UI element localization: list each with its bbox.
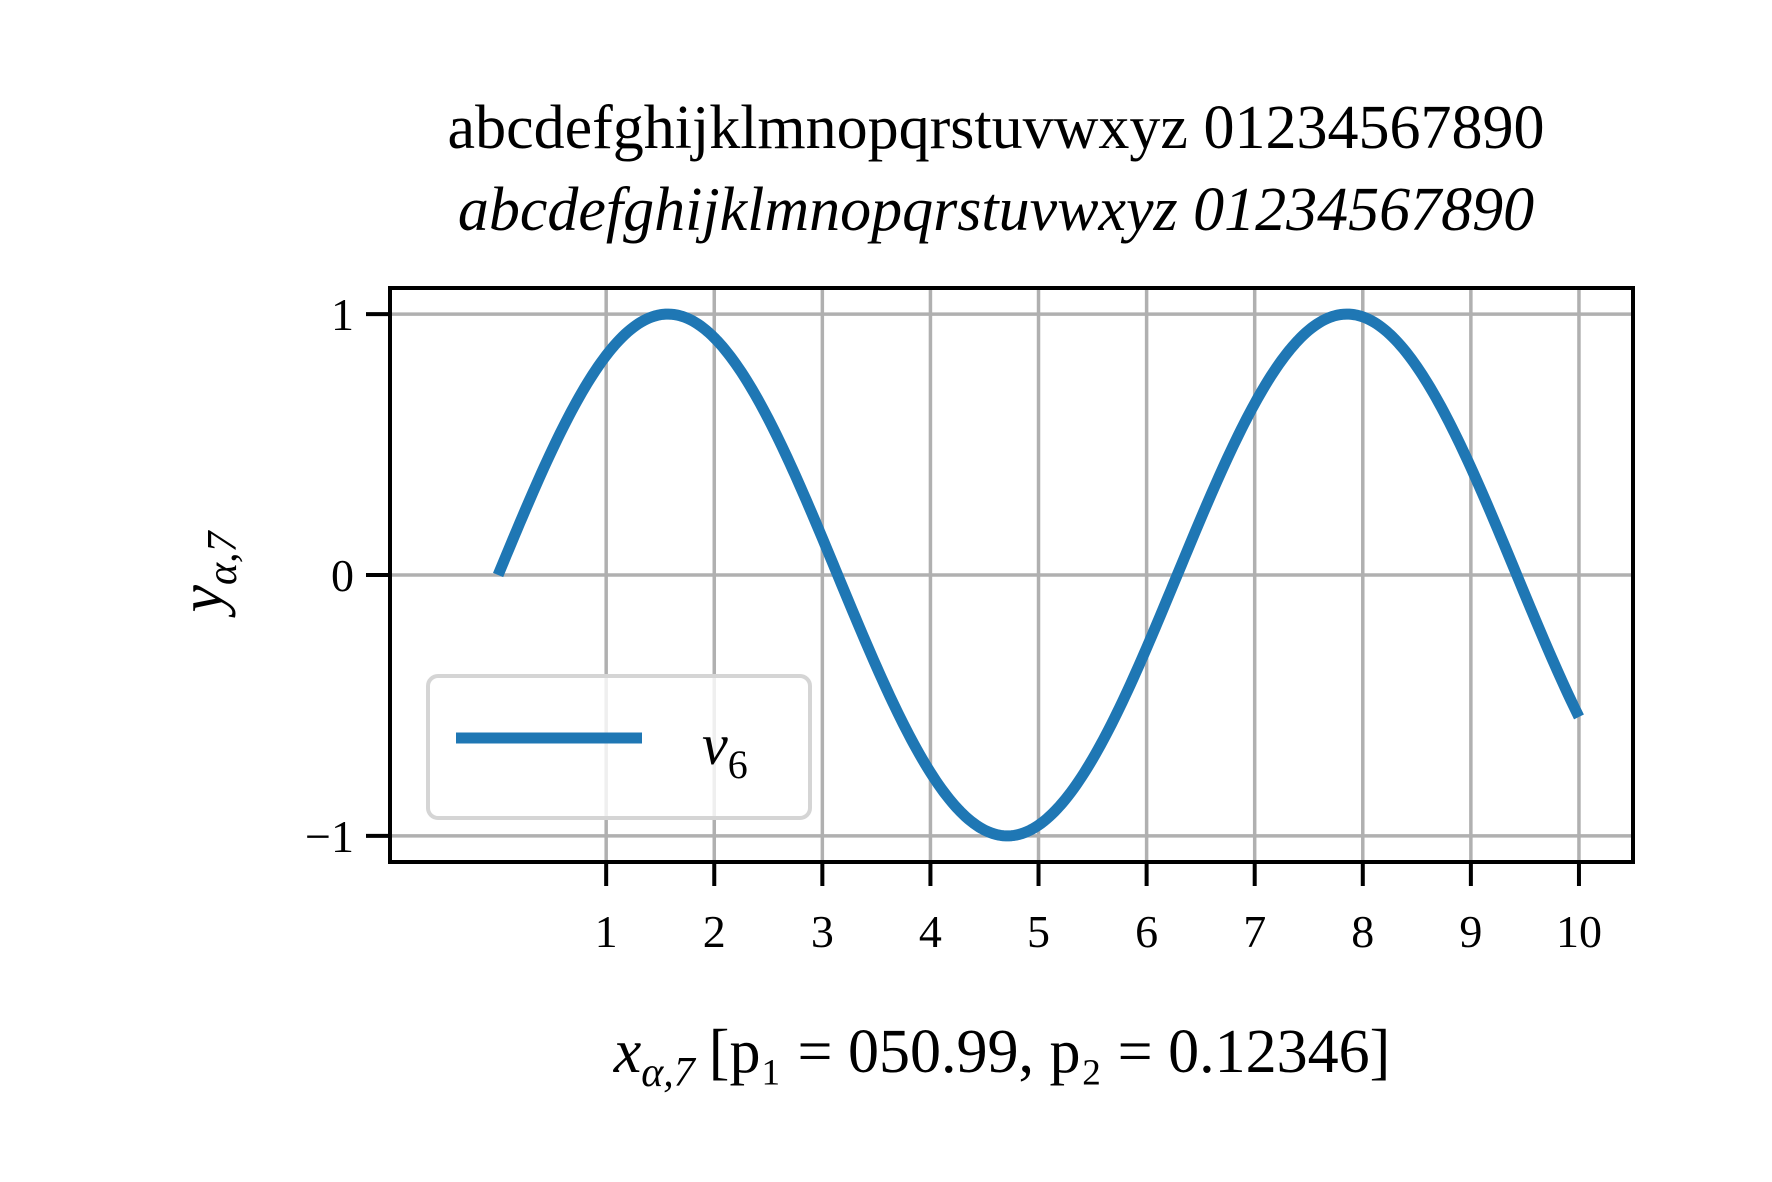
- x-axis-label: xα,7 [p₁ = 050.99, p₂ = 0.12346]: [613, 1018, 1391, 1096]
- series-layer: [493, 308, 1584, 842]
- y-tick-label-1: 1: [331, 289, 354, 340]
- x-tick-label-8: 8: [1351, 906, 1374, 957]
- chart-title-line-2: abcdefghijklmnopqrstuvwxyz 01234567890: [458, 176, 1534, 244]
- y-axis: −1 0 1: [305, 289, 390, 862]
- x-tick-label-3: 3: [811, 906, 834, 957]
- y-tick-label--1: −1: [305, 811, 354, 862]
- x-tick-label-10: 10: [1556, 906, 1602, 957]
- x-tick-label-7: 7: [1243, 906, 1266, 957]
- legend-box: [426, 674, 812, 820]
- legend-label: v6: [702, 712, 748, 787]
- x-tick-label-9: 9: [1459, 906, 1482, 957]
- chart-title-line-1: abcdefghijklmnopqrstuvwxyz 01234567890: [448, 94, 1545, 162]
- y-axis-label: yα,7: [168, 529, 246, 618]
- x-tick-label-5: 5: [1027, 906, 1050, 957]
- x-tick-label-2: 2: [703, 906, 726, 957]
- x-tick-label-1: 1: [595, 906, 618, 957]
- grid: [390, 288, 1633, 862]
- x-tick-label-6: 6: [1135, 906, 1158, 957]
- legend: v6: [426, 674, 812, 820]
- y-tick-label-0: 0: [331, 550, 354, 601]
- x-tick-label-4: 4: [919, 906, 942, 957]
- series-line-0: [493, 308, 1584, 842]
- x-axis: 1 2 3 4 5 6 7 8 9 10: [595, 862, 1602, 957]
